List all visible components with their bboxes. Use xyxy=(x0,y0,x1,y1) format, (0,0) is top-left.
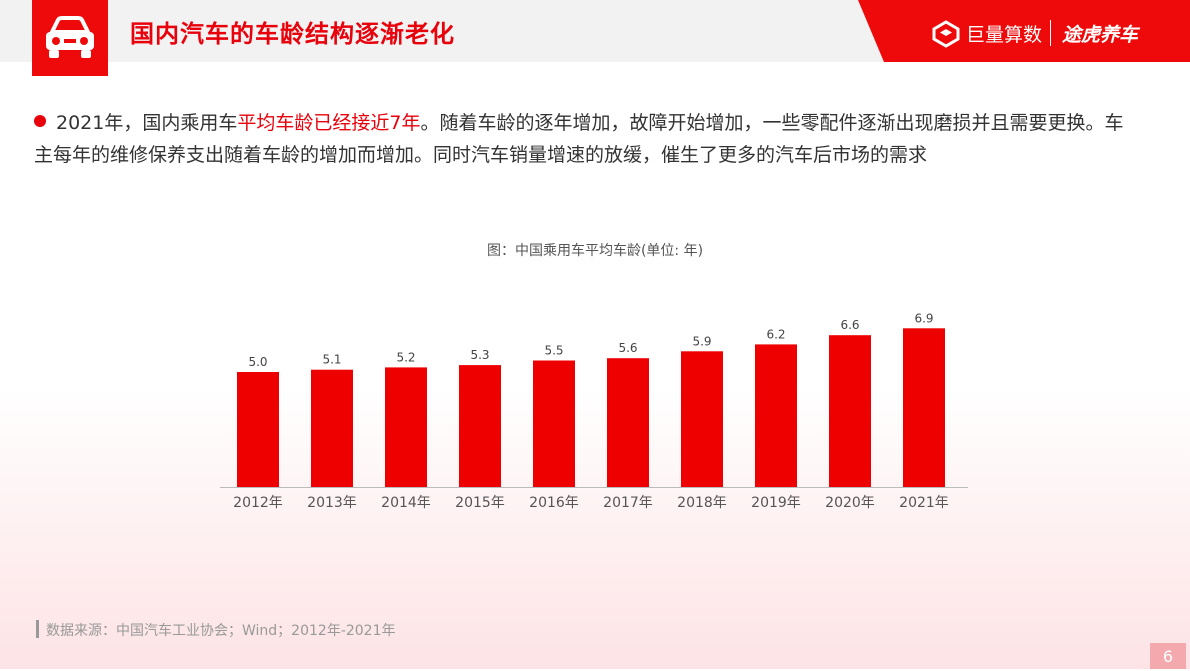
x-tick-label: 2017年 xyxy=(603,495,653,511)
bar-2018年 xyxy=(681,351,723,487)
data-label: 6.2 xyxy=(766,327,785,341)
data-label: 5.1 xyxy=(322,353,341,367)
x-tick-label: 2016年 xyxy=(529,495,579,511)
data-label: 5.2 xyxy=(396,350,415,364)
source-note: 数据来源：中国汽车工业协会；Wind；2012年-2021年 xyxy=(46,623,396,639)
bar-2019年 xyxy=(755,344,797,487)
x-tick-label: 2021年 xyxy=(899,495,949,511)
brand-logo-icon xyxy=(932,20,960,48)
x-tick-label: 2015年 xyxy=(455,495,505,511)
data-label: 5.9 xyxy=(692,334,711,348)
brand-divider xyxy=(1050,20,1051,46)
x-tick-label: 2018年 xyxy=(677,495,727,511)
car-icon xyxy=(46,16,94,58)
bar-2021年 xyxy=(903,328,945,487)
bar-2012年 xyxy=(237,372,279,487)
brand-banner xyxy=(858,0,1190,62)
data-label: 6.6 xyxy=(840,318,859,332)
x-tick-label: 2014年 xyxy=(381,495,431,511)
brand-secondary: 途虎养车 xyxy=(1062,24,1139,46)
summary-text-part1: 2021年，国内乘用车 xyxy=(56,112,238,134)
x-tick-label: 2020年 xyxy=(825,495,875,511)
page-title: 国内汽车的车龄结构逐渐老化 xyxy=(130,20,455,48)
brand-primary: 巨量算数 xyxy=(966,24,1043,46)
x-tick-label: 2019年 xyxy=(751,495,801,511)
summary-text-part2: 。随着车龄的逐年增加，故障开始增加，一些零配件逐渐出现磨损并且需要更换。车主每年… xyxy=(34,112,1124,166)
x-tick-label: 2012年 xyxy=(233,495,283,511)
summary-paragraph: 2021年，国内乘用车平均车龄已经接近7年。随着车龄的逐年增加，故障开始增加，一… xyxy=(34,107,1124,171)
chart-title: 图：中国乘用车平均车龄(单位: 年) xyxy=(486,243,704,259)
bar-2014年 xyxy=(385,367,427,487)
source-marker xyxy=(36,620,39,638)
data-label: 6.9 xyxy=(914,311,933,325)
header-icon-box xyxy=(32,0,108,76)
bar-2015年 xyxy=(459,365,501,487)
bar-2013年 xyxy=(311,369,353,487)
page-number: 6 xyxy=(1150,643,1186,669)
bar-2017年 xyxy=(607,358,649,487)
data-label: 5.6 xyxy=(618,341,637,355)
data-label: 5.5 xyxy=(544,344,563,358)
bar-2020年 xyxy=(829,335,871,487)
bar-2016年 xyxy=(533,360,575,487)
data-label: 5.3 xyxy=(470,348,489,362)
bullet-dot xyxy=(34,115,46,127)
x-tick-label: 2013年 xyxy=(307,495,357,511)
summary-highlight: 平均车龄已经接近7年 xyxy=(237,112,421,134)
data-label: 5.0 xyxy=(248,355,267,369)
